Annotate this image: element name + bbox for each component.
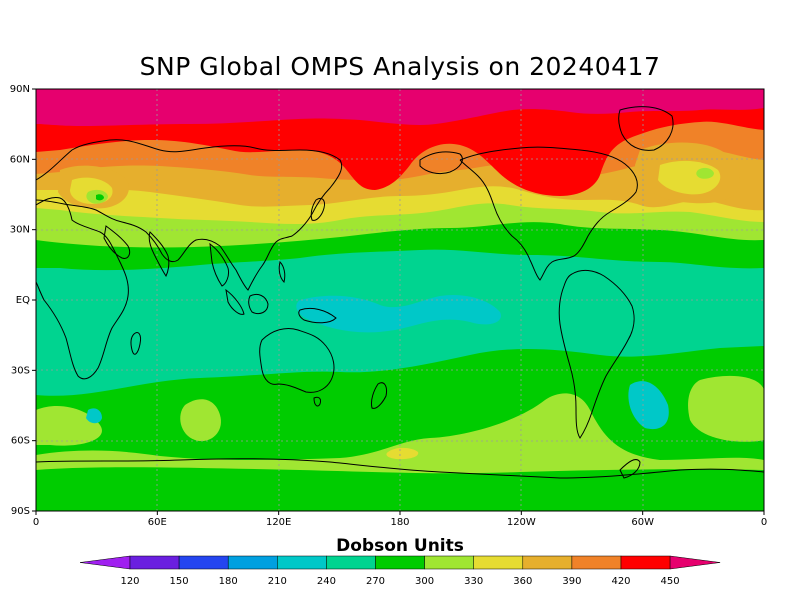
graticule [36,89,764,511]
colorbar-level-label: 210 [268,576,287,587]
colorbar-level-label: 420 [611,576,630,587]
lat-tick-label: 30S [11,365,30,376]
lon-tick-label: 0 [33,517,39,528]
colorbar-title: Dobson Units [336,536,464,556]
colorbar-level-label: 120 [120,576,139,587]
colorbar-level-label: 270 [366,576,385,587]
lat-axis-labels: 90N 60N 30N EQ 30S 60S 90S [10,84,36,517]
lat-tick-label: 30N [10,225,30,236]
coast-sumatra [225,288,245,315]
coast-greenland [618,106,674,151]
coast-eurasia [36,139,343,291]
coast-antarctica [36,458,764,479]
colorbar-level-label: 450 [661,576,680,587]
lat-tick-label: 90S [11,506,30,517]
colorbar-segment [522,555,573,570]
coast-newzealand [371,382,387,409]
coast-madagascar [130,331,141,355]
colorbar-segment [375,555,425,570]
field-band-330-atl-blob [696,167,714,179]
colorbar-extend-low [79,555,131,570]
field-band-330-indian [180,399,221,442]
coast-newguinea [298,307,337,324]
colorbar-level-label: 330 [464,576,483,587]
field-band-330-atl [36,405,102,446]
coast-arabia [103,225,131,259]
lat-tick-label: 60N [10,154,30,165]
colorbar-segment [277,555,327,570]
field-band-480-pole [36,89,764,126]
field-band-240-spot1 [86,408,102,424]
lon-axis-labels: 0 60E 120E 180 120W 60W 0 [33,511,767,528]
colorbar-segment [129,555,180,570]
coast-philippines [278,261,286,283]
coast-antarctic-peninsula [619,459,641,479]
colorbar-segment [326,555,376,570]
lon-tick-label: 60E [148,517,167,528]
coast-borneo [248,293,269,315]
lat-tick-label: 60S [11,436,30,447]
map-title: SNP Global OMPS Analysis on 20240417 [139,52,661,81]
coast-africa [36,197,129,380]
colorbar-level-label: 390 [562,576,581,587]
colorbar-segment [227,555,278,570]
lon-tick-label: 0 [761,517,767,528]
coast-tasmania [313,396,321,407]
colorbar-segment [178,555,229,570]
colorbar: 120 150 180 210 240 270 300 330 360 390 420 450 [79,555,721,587]
colorbar-segment [473,555,524,570]
colorbar-extend-high [669,555,721,570]
coastlines [36,106,764,479]
lon-tick-label: 120W [507,517,536,528]
lat-tick-label: 90N [10,84,30,95]
lon-tick-label: 60W [631,517,654,528]
field-band-240-southatl [628,381,669,430]
colorbar-level-label: 150 [170,576,189,587]
colorbar-level-label: 300 [415,576,434,587]
colorbar-segment [620,555,671,570]
coast-indochina [209,242,229,287]
colorbar-segment [424,555,474,570]
lon-tick-label: 120E [266,517,291,528]
colorbar-level-label: 360 [513,576,532,587]
coast-north-america [459,146,638,281]
field-band-240-tropical [296,294,501,333]
coast-japan [310,197,325,221]
coast-india [148,231,170,277]
coast-south-america [558,269,635,439]
colorbar-level-label: 180 [219,576,238,587]
field-band-330-southpac [688,375,764,442]
lat-tick-label: EQ [16,295,30,306]
colorbar-segment [571,555,622,570]
field-band-240-euro-spot [96,194,104,201]
lon-tick-label: 180 [390,517,409,528]
coast-australia [259,327,335,393]
colorbar-level-label: 240 [317,576,336,587]
coast-alaska [419,151,463,175]
field-band-360-spot [386,447,419,460]
